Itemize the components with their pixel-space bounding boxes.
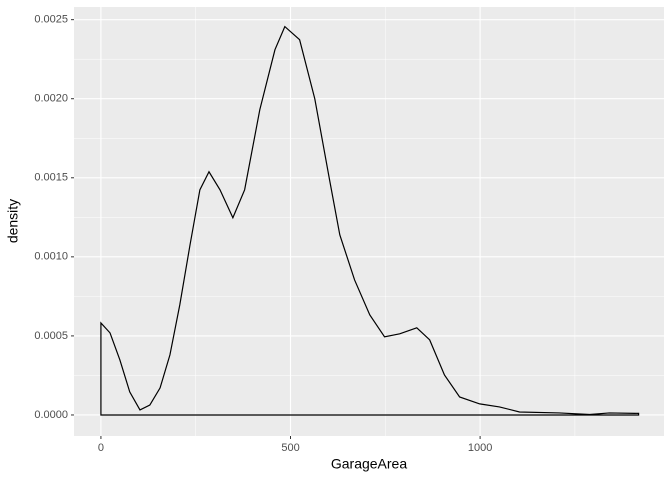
y-tick-label: 0.0015	[34, 172, 68, 184]
y-tick-label: 0.0025	[34, 14, 68, 26]
y-tick-label: 0.0010	[34, 251, 68, 263]
y-tick-label: 0.0020	[34, 93, 68, 105]
x-tick-label: 0	[98, 442, 104, 454]
y-axis-title: density	[5, 199, 21, 243]
panel	[74, 7, 664, 436]
density-curve	[100, 25, 640, 416]
x-axis-title: GarageArea	[331, 456, 407, 472]
y-tick-label: 0.0005	[34, 330, 68, 342]
x-tick-label: 1000	[468, 442, 492, 454]
x-tick-label: 500	[281, 442, 299, 454]
y-tick-label: 0.0000	[34, 409, 68, 421]
